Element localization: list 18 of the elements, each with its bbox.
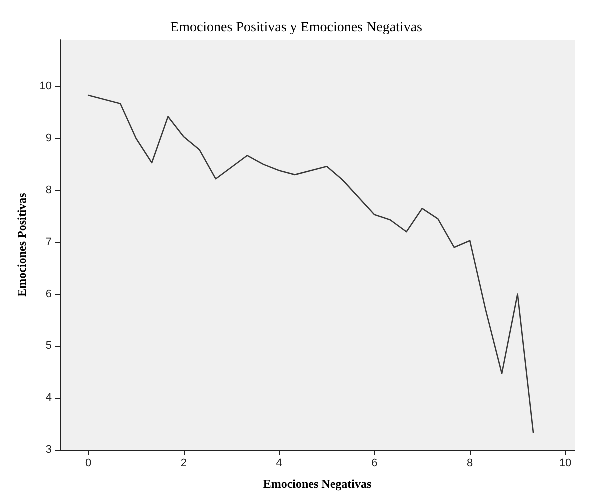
- x-tick-label: 4: [276, 458, 282, 470]
- chart-title: Emociones Positivas y Emociones Negativas: [170, 20, 422, 36]
- x-tick-label: 6: [372, 458, 378, 470]
- y-tick-label: 9: [46, 132, 52, 145]
- y-tick-label: 6: [46, 288, 52, 300]
- x-tick-label: 10: [559, 458, 572, 470]
- y-axis-title: Emociones Positivas: [15, 192, 29, 297]
- y-tick-label: 4: [46, 392, 52, 404]
- x-axis-title: Emociones Negativas: [263, 477, 372, 491]
- y-tick-label: 8: [46, 184, 52, 197]
- y-tick-label: 5: [46, 340, 52, 352]
- x-tick-label: 2: [180, 458, 188, 470]
- y-tick-label: 7: [46, 236, 52, 248]
- x-tick-label: 0: [86, 458, 92, 470]
- x-tick-label: 8: [467, 458, 474, 470]
- line-series: [88, 94, 534, 434]
- y-tick-label: 3: [46, 444, 52, 456]
- y-tick-label: 10: [40, 80, 52, 93]
